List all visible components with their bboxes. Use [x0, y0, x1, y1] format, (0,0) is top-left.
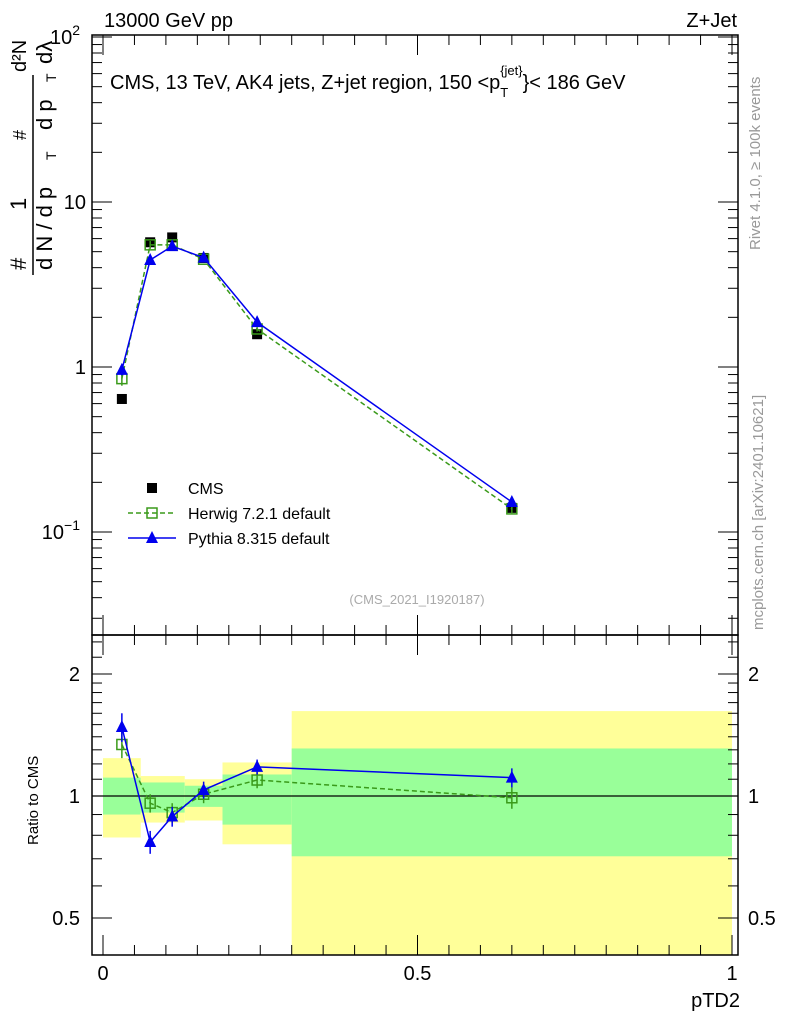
- svg-text:d N / d p: d N / d p: [32, 187, 57, 270]
- analysis-watermark: (CMS_2021_I1920187): [349, 592, 484, 607]
- ratio-y-tick-label: 1: [69, 786, 80, 808]
- ratio-pythia-line: [121, 726, 512, 844]
- legend-marker: [147, 483, 157, 493]
- ratio-pythia-point: [505, 770, 518, 783]
- pythia-line: [121, 245, 513, 503]
- ratio-herwig-point: [506, 792, 518, 804]
- legend-label: CMS: [188, 481, 224, 498]
- herwig-point: [144, 239, 156, 251]
- y-axis-label: # 1 d N / d p T d²N # d p T dλ: [6, 40, 59, 275]
- legend-marker: [146, 507, 158, 519]
- svg-text:#: #: [6, 257, 31, 270]
- svg-text:1: 1: [6, 198, 31, 210]
- x-tick-label: 1: [726, 963, 737, 985]
- legend-label: Pythia 8.315 default: [188, 531, 330, 548]
- cms-point: [116, 393, 127, 404]
- legend-marker: [146, 531, 158, 543]
- rivet-label: Rivet 4.1.0, ≥ 100k events: [747, 77, 764, 250]
- herwig-line: [121, 244, 513, 510]
- svg-text:T: T: [43, 73, 59, 82]
- ratio-pythia-point: [166, 809, 179, 822]
- ratio-y-tick-label-right: 1: [748, 786, 759, 808]
- svg-text:dλ: dλ: [32, 41, 57, 64]
- ratio-y-tick-label-right: 0.5: [748, 908, 776, 930]
- svg-text:d²N: d²N: [9, 40, 31, 72]
- y-tick-label: 10−1: [42, 517, 80, 544]
- main-title: CMS, 13 TeV, AK4 jets, Z+jet region, 150…: [110, 63, 626, 100]
- ratio-pythia-point: [197, 782, 210, 795]
- pythia-point: [505, 494, 518, 507]
- pythia-point: [144, 253, 157, 266]
- ratio-y-tick-label-right: 2: [748, 664, 759, 686]
- y-tick-label: 102: [50, 22, 80, 49]
- svg-text:#: #: [10, 130, 30, 140]
- header-right: Z+Jet: [686, 10, 737, 32]
- ratio-herwig-point: [144, 797, 156, 809]
- x-tick-label: 0.5: [404, 963, 432, 985]
- svg-text:T: T: [43, 151, 59, 160]
- ratio-herwig-point: [251, 774, 263, 786]
- pythia-point: [115, 362, 128, 375]
- ratio-pythia-point: [144, 835, 157, 848]
- header-left: 13000 GeV pp: [104, 10, 233, 32]
- y-tick-label: 10: [64, 192, 86, 214]
- x-tick-label: 0: [97, 963, 108, 985]
- mcplots-label: mcplots.cern.ch [arXiv:2401.10621]: [750, 395, 767, 630]
- x-axis-label: pTD2: [691, 990, 740, 1012]
- legend-label: Herwig 7.2.1 default: [188, 506, 331, 523]
- ratio-y-tick-label: 0.5: [52, 908, 80, 930]
- pythia-point: [251, 315, 264, 328]
- ratio-y-label: Ratio to CMS: [25, 756, 42, 845]
- pythia-point: [166, 239, 179, 252]
- ratio-pythia-point: [115, 719, 128, 732]
- y-tick-label: 1: [75, 357, 86, 379]
- cms-point: [167, 232, 178, 243]
- ratio-pythia-point: [251, 759, 264, 772]
- svg-text:d p: d p: [32, 99, 57, 130]
- ratio-y-tick-label: 2: [69, 664, 80, 686]
- ratio-frame: [91, 634, 739, 956]
- pythia-point: [197, 250, 210, 263]
